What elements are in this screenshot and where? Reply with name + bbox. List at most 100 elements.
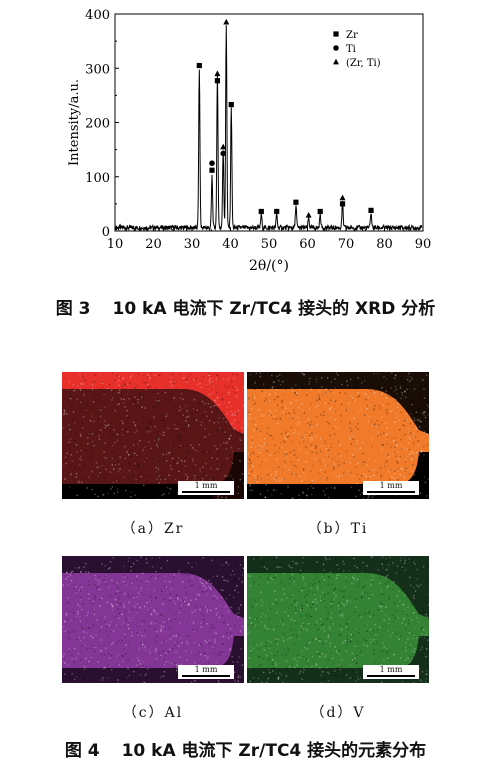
speckle-dot: [190, 615, 192, 617]
speckle-dot: [278, 447, 281, 449]
speckle-dot: [149, 434, 152, 437]
speckle-dot: [67, 597, 69, 599]
speckle-dot: [211, 587, 214, 590]
speckle-dot: [273, 628, 275, 631]
speckle-dot: [272, 386, 274, 388]
speckle-dot: [372, 593, 374, 596]
speckle-dot: [110, 432, 112, 434]
speckle-dot: [138, 648, 140, 650]
speckle-dot: [377, 642, 379, 645]
speckle-dot: [122, 422, 124, 425]
speckle-dot: [216, 664, 218, 666]
speckle-dot: [82, 678, 85, 680]
speckle-dot: [127, 453, 129, 456]
speckle-dot: [130, 491, 133, 494]
speckle-dot: [175, 598, 178, 600]
y-tick-label: 100: [85, 171, 110, 186]
speckle-dot: [384, 383, 386, 386]
speckle-dot: [388, 456, 390, 458]
speckle-dot: [342, 603, 344, 605]
speckle-dot: [134, 441, 136, 443]
speckle-dot: [404, 390, 406, 392]
speckle-dot: [404, 569, 406, 571]
speckle-dot: [276, 396, 279, 398]
speckle-dot: [253, 558, 255, 560]
speckle-dot: [256, 428, 258, 430]
speckle-dot: [163, 575, 165, 577]
speckle-dot: [383, 659, 385, 661]
speckle-dot: [173, 382, 175, 384]
speckle-dot: [303, 655, 305, 657]
speckle-dot: [396, 495, 399, 498]
speckle-dot: [100, 407, 102, 410]
speckle-dot: [229, 648, 231, 650]
speckle-dot: [404, 460, 407, 463]
speckle-dot: [419, 477, 421, 479]
speckle-dot: [170, 636, 172, 638]
speckle-dot: [158, 438, 160, 440]
speckle-dot: [99, 621, 102, 623]
speckle-dot: [415, 627, 417, 630]
speckle-dot: [231, 414, 233, 416]
speckle-dot: [343, 557, 345, 559]
speckle-dot: [329, 571, 331, 573]
speckle-dot: [109, 561, 112, 563]
speckle-dot: [334, 486, 336, 488]
speckle-dot: [167, 622, 169, 625]
speckle-dot: [396, 626, 398, 628]
speckle-dot: [148, 427, 150, 430]
speckle-dot: [145, 475, 147, 477]
speckle-dot: [232, 373, 235, 375]
speckle-dot: [193, 417, 195, 419]
speckle-dot: [204, 428, 206, 430]
speckle-dot: [111, 409, 114, 411]
speckle-dot: [417, 440, 419, 442]
speckle-dot: [263, 423, 265, 425]
speckle-dot: [234, 414, 236, 416]
speckle-dot: [266, 681, 268, 683]
speckle-dot: [259, 375, 261, 378]
speckle-dot: [187, 450, 189, 453]
speckle-dot: [256, 556, 259, 558]
speckle-dot: [306, 494, 308, 497]
speckle-dot: [123, 398, 125, 401]
speckle-dot: [320, 414, 322, 416]
speckle-dot: [371, 424, 374, 426]
speckle-dot: [86, 487, 88, 489]
speckle-dot: [397, 451, 399, 454]
speckle-dot: [76, 434, 78, 436]
speckle-dot: [144, 569, 147, 571]
speckle-dot: [425, 381, 427, 383]
speckle-dot: [100, 674, 102, 676]
speckle-dot: [255, 617, 258, 620]
speckle-dot: [383, 498, 385, 499]
speckle-dot: [426, 617, 428, 620]
speckle-dot: [274, 409, 277, 412]
speckle-dot: [92, 637, 94, 639]
speckle-dot: [396, 595, 399, 597]
speckle-dot: [426, 433, 428, 435]
speckle-dot: [367, 387, 370, 389]
speckle-dot: [146, 588, 148, 590]
speckle-dot: [80, 477, 82, 479]
speckle-dot: [128, 478, 130, 480]
speckle-dot: [193, 408, 195, 410]
speckle-dot: [380, 378, 383, 381]
speckle-dot: [232, 645, 234, 647]
speckle-dot: [113, 398, 116, 400]
speckle-dot: [207, 384, 209, 386]
speckle-dot: [205, 439, 207, 441]
speckle-dot: [260, 621, 262, 623]
speckle-dot: [194, 653, 196, 656]
speckle-dot: [408, 458, 411, 460]
speckle-dot: [137, 498, 139, 499]
speckle-dot: [311, 439, 313, 441]
speckle-dot: [213, 395, 215, 397]
speckle-dot: [329, 628, 331, 631]
speckle-dot: [179, 406, 182, 408]
speckle-dot: [165, 385, 167, 388]
speckle-dot: [312, 437, 314, 439]
speckle-dot: [368, 495, 370, 497]
speckle-dot: [79, 389, 82, 391]
speckle-dot: [149, 386, 151, 388]
